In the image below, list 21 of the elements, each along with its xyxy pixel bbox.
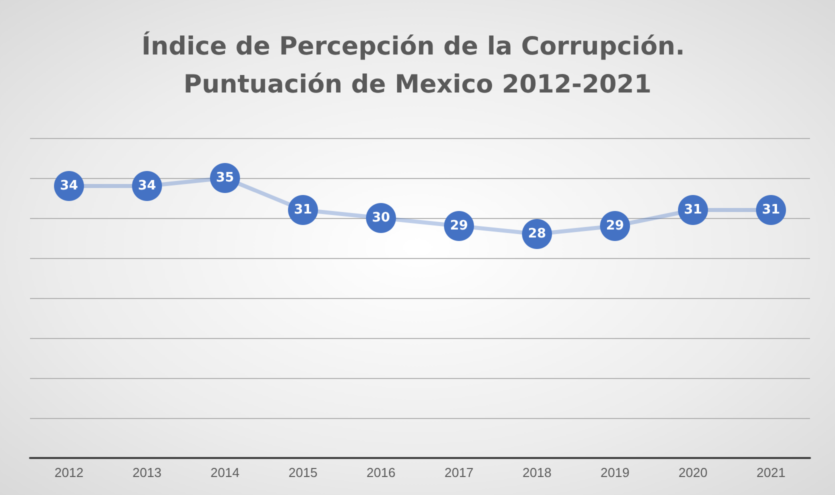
x-tick-label: 2021 bbox=[756, 465, 786, 480]
data-label: 34 bbox=[138, 178, 156, 194]
x-tick-label: 2020 bbox=[678, 465, 708, 480]
x-tick-label: 2017 bbox=[444, 465, 474, 480]
data-label: 35 bbox=[216, 170, 234, 186]
x-tick-label: 2014 bbox=[210, 465, 240, 480]
data-label: 31 bbox=[684, 202, 702, 218]
data-label: 31 bbox=[762, 202, 780, 218]
x-tick-label: 2012 bbox=[54, 465, 84, 480]
data-label: 34 bbox=[60, 178, 78, 194]
x-tick-label: 2013 bbox=[132, 465, 162, 480]
chart-title: Índice de Percepción de la Corrupción. Puntuación de Mexico 2012-2021 bbox=[141, 30, 694, 98]
data-label: 29 bbox=[606, 218, 624, 234]
data-label: 31 bbox=[294, 202, 312, 218]
x-tick-label: 2015 bbox=[288, 465, 318, 480]
x-tick-label: 2019 bbox=[600, 465, 630, 480]
x-tick-label: 2016 bbox=[366, 465, 396, 480]
x-tick-label: 2018 bbox=[522, 465, 552, 480]
data-label: 30 bbox=[372, 210, 390, 226]
data-label: 28 bbox=[528, 226, 546, 242]
data-label: 29 bbox=[450, 218, 468, 234]
